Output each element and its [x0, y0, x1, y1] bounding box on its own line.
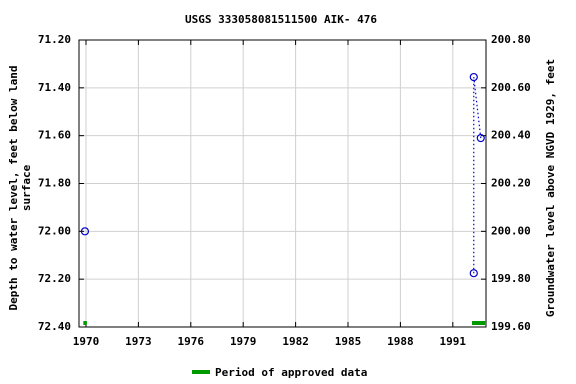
y2-tick-label: 200.60: [491, 81, 531, 94]
approved-period: [472, 321, 486, 325]
y-tick-label: 71.60: [38, 129, 71, 142]
y2-tick-label: 200.40: [491, 129, 531, 142]
data-point: [469, 269, 478, 278]
x-tick-label: 1970: [73, 335, 100, 348]
x-tick-label: 1991: [440, 335, 467, 348]
y2-axis-label: Groundwater level above NGVD 1929, feet: [544, 59, 557, 317]
x-tick-label: 1973: [125, 335, 152, 348]
y-axis-label: surface: [20, 164, 33, 211]
x-tick-label: 1982: [282, 335, 309, 348]
x-tick-label: 1979: [230, 335, 257, 348]
y2-tick-label: 200.80: [491, 33, 531, 46]
y2-tick-label: 199.60: [491, 320, 531, 333]
y-tick-label: 72.00: [38, 224, 71, 237]
x-tick-label: 1976: [178, 335, 205, 348]
y2-tick-label: 199.80: [491, 272, 531, 285]
y-tick-label: 72.40: [38, 320, 71, 333]
chart-title: USGS 333058081511500 AIK- 476: [185, 13, 377, 26]
y-tick-label: 72.20: [38, 272, 71, 285]
legend-swatch: [192, 370, 210, 374]
data-point: [469, 72, 478, 82]
plot-frame: [78, 39, 487, 328]
approved-period: [83, 321, 87, 325]
data-point: [80, 227, 90, 236]
y-tick-label: 71.40: [38, 81, 71, 94]
data-line: [473, 77, 482, 274]
y2-tick-label: 200.00: [491, 224, 531, 237]
y-tick-label: 71.80: [38, 177, 71, 190]
y2-tick-label: 200.20: [491, 177, 531, 190]
legend-label: Period of approved data: [215, 366, 367, 379]
y-axis-label: Depth to water level, feet below land: [7, 65, 20, 310]
y-tick-label: 71.20: [38, 33, 71, 46]
x-tick-label: 1988: [387, 335, 414, 348]
data-point: [476, 133, 485, 143]
x-tick-label: 1985: [335, 335, 362, 348]
